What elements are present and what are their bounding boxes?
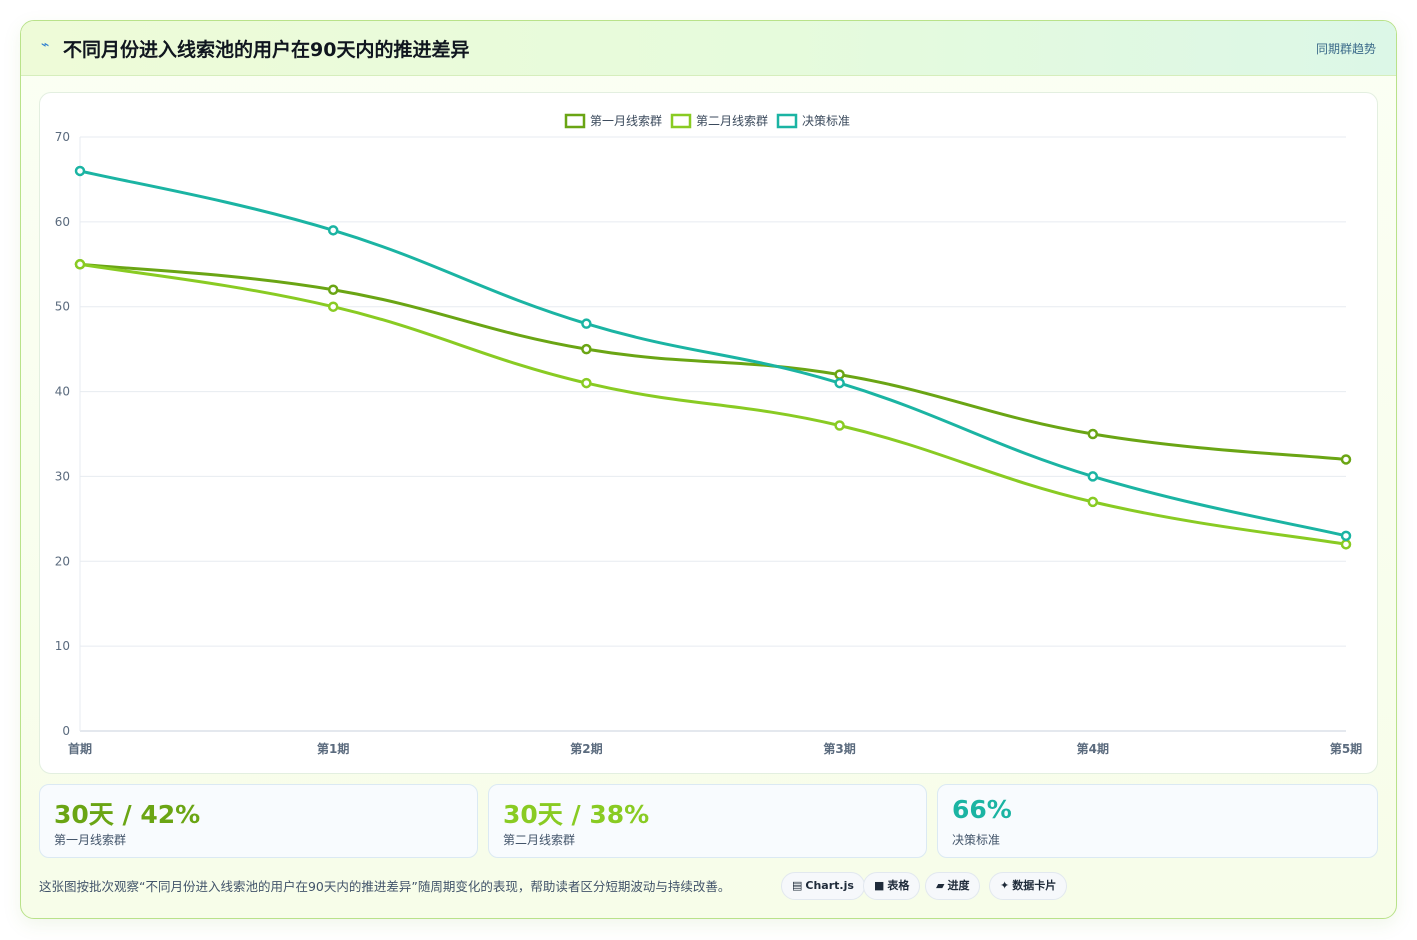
y-tick-label: 30: [55, 469, 70, 483]
legend-label: 第二月线索群: [696, 114, 768, 128]
y-tick-label: 70: [55, 130, 70, 144]
pill-table[interactable]: ■ 表格: [863, 872, 921, 900]
legend-label: 第一月线索群: [590, 114, 662, 128]
data-point: [327, 284, 339, 295]
data-point: [1087, 428, 1099, 440]
stat-cards: 30天 / 42% 第一月线索群 30天 / 38% 第二月线索群 66% 决策…: [39, 784, 1378, 858]
chart-area: 0 10 20 30 40 50 60 70 首期 第1期 第2期 第3期 第4期 第5期 第一月线索群 第二…: [39, 92, 1378, 774]
pill-data-card[interactable]: ✦ 数据卡片: [989, 872, 1068, 900]
x-tick-label: 第4期: [1077, 741, 1109, 756]
progress-icon: ▰: [936, 879, 945, 892]
legend-swatch: [670, 113, 692, 129]
y-tick-label: 50: [55, 300, 70, 314]
pill-label: 进度: [947, 879, 970, 892]
stat-label-2: 第二月线索群: [503, 833, 576, 847]
chart-title: 不同月份进入线索池的用户在90天内的推进差异: [63, 39, 470, 61]
data-point: [1340, 530, 1352, 542]
pill-label: Chart.js: [805, 879, 854, 892]
trend-tag: 同期群趋势: [1315, 42, 1376, 56]
y-tick-label: 10: [55, 639, 70, 653]
stat-card-3: 66% 决策标准: [937, 784, 1378, 858]
legend-label: 决策标准: [802, 114, 850, 128]
pill-label: 表格: [887, 879, 910, 892]
series-line-3: [79, 169, 1347, 538]
stat-value-3: 66%: [952, 795, 1012, 824]
card-header: ⌁ 不同月份进入线索池的用户在90天内的推进差异 同期群趋势: [21, 21, 1396, 76]
stat-value-2: 30天 / 38%: [503, 800, 650, 829]
data-point: [74, 259, 86, 270]
chart-card: ⌁ 不同月份进入线索池的用户在90天内的推进差异 同期群趋势 0 10 20 30 40…: [20, 20, 1397, 919]
data-point: [834, 420, 845, 431]
line-chart: 0 10 20 30 40 50 60 70 首期 第1期 第2期 第3期 第4期 第5期 第一月线索群 第二…: [55, 113, 1362, 756]
legend-swatch: [776, 113, 798, 129]
stat-label-1: 第一月线索群: [54, 833, 127, 847]
legend-swatch: [564, 113, 586, 129]
stat-value-1: 30天 / 42%: [54, 800, 201, 829]
stat-card-1: 30天 / 42% 第一月线索群: [39, 784, 478, 858]
series-line-1: [79, 262, 1347, 461]
stat-card-2: 30天 / 38% 第二月线索群: [488, 784, 927, 858]
x-tick-label: 第3期: [823, 741, 855, 756]
data-point: [834, 369, 845, 380]
data-point: [1087, 471, 1099, 482]
table-icon: ■: [874, 879, 885, 892]
data-point: [1340, 539, 1352, 550]
sparkle-icon: ✦: [1000, 879, 1010, 892]
pill-chartjs[interactable]: ▤ Chart.js: [781, 872, 865, 900]
x-tick-label: 第2期: [570, 741, 602, 756]
y-tick-label: 40: [55, 385, 70, 399]
y-tick-label: 0: [62, 724, 70, 738]
data-point: [834, 377, 845, 389]
x-tick-label: 第5期: [1330, 741, 1362, 756]
pill-label: 数据卡片: [1012, 879, 1057, 892]
y-tick-label: 20: [55, 554, 70, 568]
x-tick-label: 首期: [68, 741, 92, 756]
pill-progress[interactable]: ▰ 进度: [925, 872, 981, 900]
data-point: [1340, 454, 1352, 465]
series-line-2: [79, 262, 1347, 546]
y-tick-label: 60: [55, 215, 70, 229]
data-point: [74, 165, 86, 177]
data-point: [327, 301, 339, 312]
data-point: [327, 225, 339, 236]
data-point: [1087, 496, 1099, 508]
lightning-icon: ⌁: [41, 37, 50, 53]
chart-icon: ▤: [792, 879, 803, 892]
data-point: [581, 318, 592, 329]
stat-label-3: 决策标准: [952, 833, 1001, 847]
data-point: [581, 343, 592, 355]
x-tick-label: 第1期: [317, 741, 349, 756]
data-point: [581, 377, 592, 389]
footer-note: 这张图按批次观察“不同月份进入线索池的用户在90天内的推进差异”随周期变化的表现…: [39, 879, 731, 894]
